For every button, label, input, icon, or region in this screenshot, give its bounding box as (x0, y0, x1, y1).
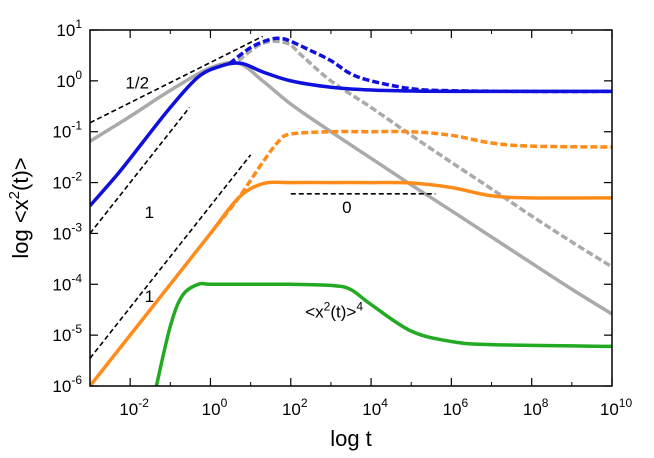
guide-line-slope-0 (90, 35, 264, 124)
annotations-layer: 1/2 1 1 0 <x2(t)>4 (125, 74, 363, 322)
x-tick-label: 10-2 (119, 396, 149, 419)
x-axis-label: log t (330, 426, 372, 451)
annotation-4: <x2(t)>4 (305, 300, 363, 322)
series-line-1 (237, 39, 612, 269)
x-tick-label: 108 (523, 396, 549, 419)
curves-layer (90, 36, 612, 386)
series-line-3 (228, 36, 612, 94)
series-line-4 (90, 180, 612, 386)
series-line-2 (90, 61, 612, 207)
ticks-layer: 10-2 100 102 104 106 108 101010-610-510-410-31… (52, 17, 632, 419)
series-line-0 (90, 60, 612, 316)
x-tick-label: 106 (443, 396, 469, 419)
y-axis-label-group: log <x2(t)> (6, 157, 33, 258)
x-tick-label: 100 (202, 396, 228, 419)
y-tick-label: 10-4 (52, 271, 82, 294)
annotation-0: 1/2 (125, 74, 149, 93)
annotation-3: 0 (342, 198, 351, 217)
guide-line-slope-2 (90, 154, 252, 359)
y-tick-label: 10-1 (52, 119, 82, 142)
y-tick-label: 10-5 (52, 322, 82, 345)
x-tick-label: 104 (362, 396, 388, 419)
series-line-5 (209, 129, 612, 235)
guide-line-slope-1 (90, 106, 191, 234)
y-tick-label: 10-6 (52, 373, 82, 396)
x-tick-label: 1010 (600, 396, 633, 419)
y-tick-label: 10-2 (52, 170, 82, 193)
annotation-2: 1 (145, 287, 154, 306)
guide-lines-layer (90, 35, 436, 359)
y-axis-label: log <x2(t)> (6, 157, 33, 258)
plot-frame (89, 29, 613, 387)
annotation-1: 1 (145, 203, 154, 222)
series-line-6 (154, 281, 612, 386)
y-tick-label: 10-3 (52, 220, 82, 243)
x-tick-label: 102 (282, 396, 308, 419)
y-tick-label: 100 (56, 68, 82, 91)
y-tick-label: 101 (56, 17, 82, 40)
